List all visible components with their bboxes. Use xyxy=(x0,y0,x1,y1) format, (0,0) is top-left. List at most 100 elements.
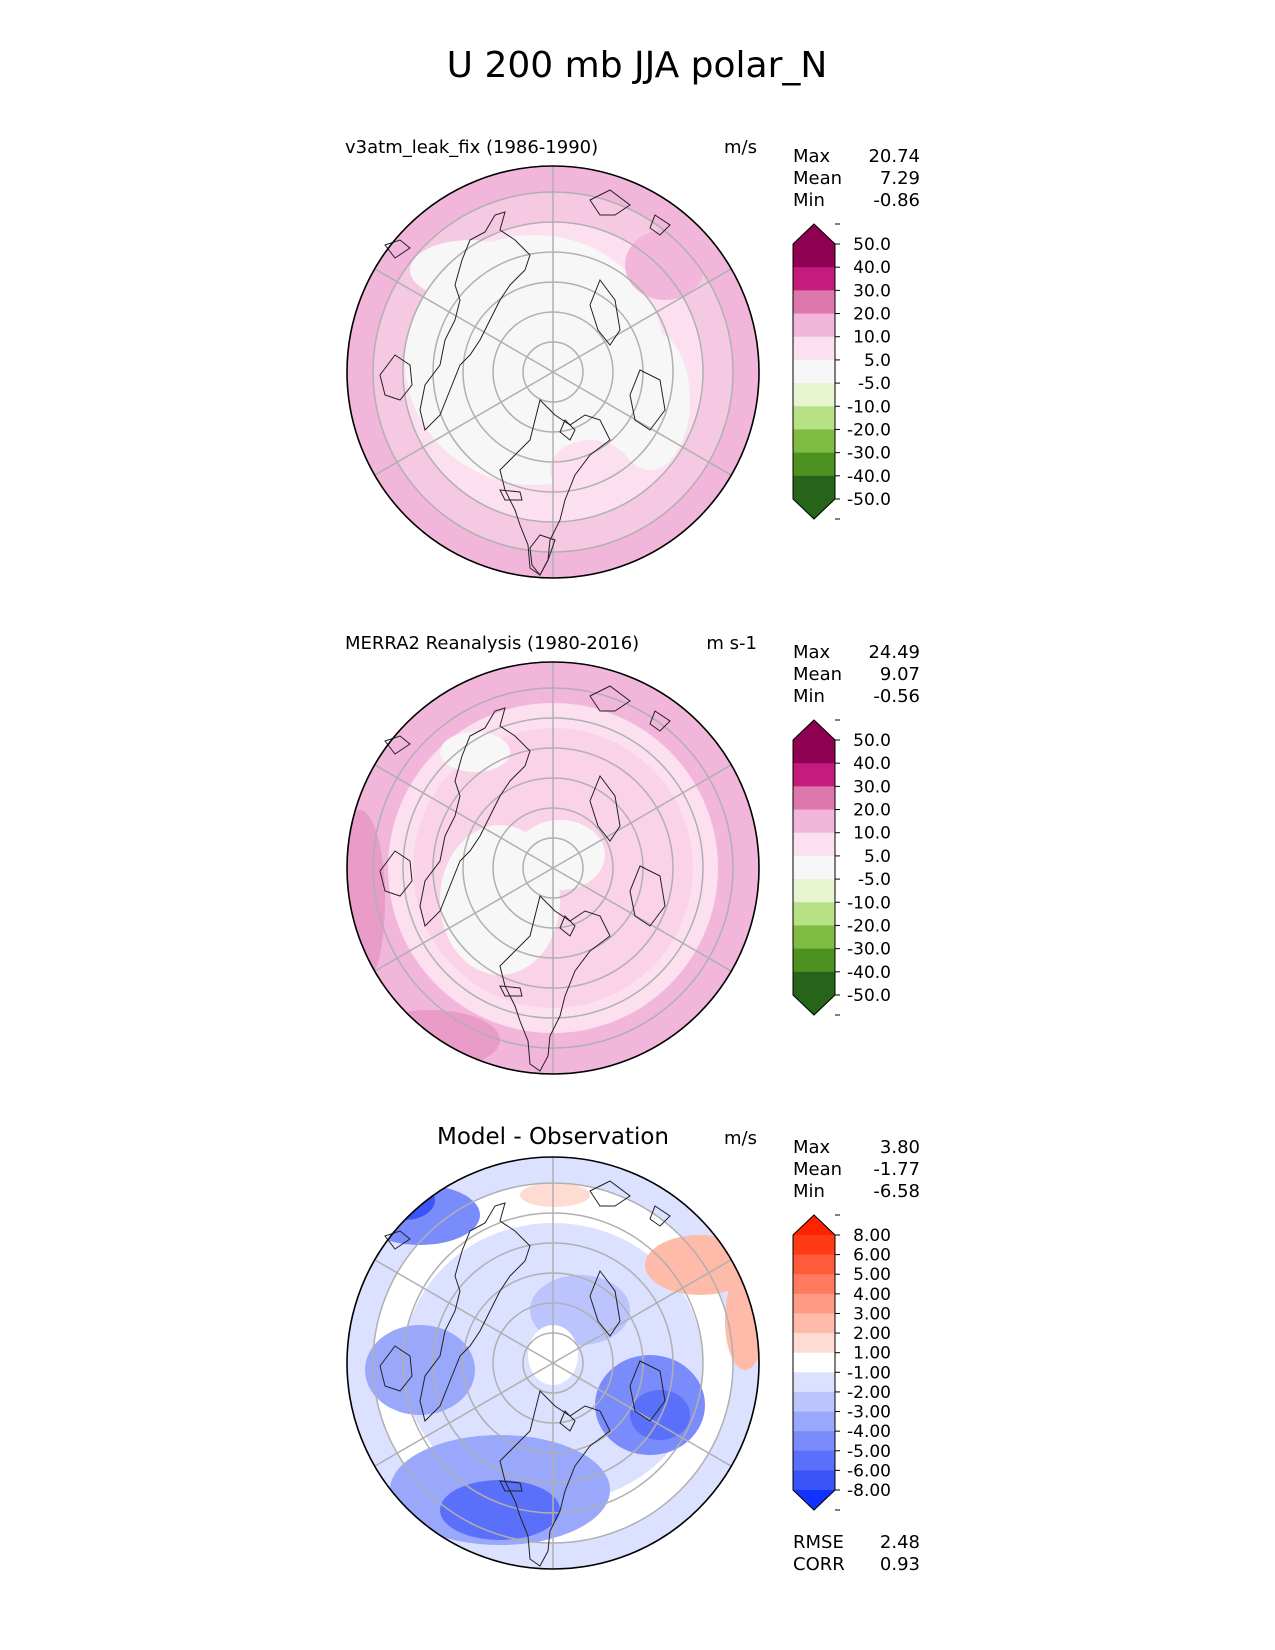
colorbar-segment xyxy=(793,1235,835,1256)
colorbar-extend-top xyxy=(793,720,835,740)
colorbar-tick-label: 8.00 xyxy=(853,1226,891,1246)
colorbar: 50.0 40.0 30.0 20.0 10.0 5.0 -5.0 -10.0 -20.0 -30… xyxy=(792,719,891,1016)
colorbar-tick-label: 6.00 xyxy=(853,1246,891,1266)
field-region-weak xyxy=(610,330,690,470)
stat-corr-value: 0.93 xyxy=(880,1554,920,1575)
stat-max-value: 24.49 xyxy=(868,642,920,663)
colorbar-segment xyxy=(793,971,835,996)
field-region-strong xyxy=(347,810,385,990)
coastlines xyxy=(379,685,671,1072)
stat-min-label: Min xyxy=(793,686,825,707)
panel-units: m s-1 xyxy=(706,633,757,654)
colorbar-tick-label: -20.0 xyxy=(847,916,891,936)
field-region-pos xyxy=(520,1183,590,1207)
polar-map xyxy=(346,661,760,1075)
colorbar-segment xyxy=(793,406,835,430)
colorbar-tick-label: 2.00 xyxy=(853,1324,891,1344)
colorbar-segment xyxy=(793,1411,835,1432)
stat-max-label: Max xyxy=(793,642,831,663)
colorbar-tick-label: 10.0 xyxy=(853,824,891,844)
stat-mean-value: -1.77 xyxy=(873,1159,920,1180)
colorbar-segment xyxy=(793,1293,835,1314)
stats-block: Max 3.80 Mean -1.77 Min -6.58 xyxy=(793,1137,920,1202)
colorbar-tick-label: 20.0 xyxy=(853,305,891,325)
field-region-neg xyxy=(365,1325,475,1415)
colorbar-extend-bottom xyxy=(793,995,835,1015)
colorbar-segment xyxy=(793,267,835,291)
colorbar-segment xyxy=(793,786,835,811)
polar-map xyxy=(346,1156,760,1570)
panel-title: v3atm_leak_fix (1986-1990) xyxy=(345,137,598,158)
stat-min-value: -0.56 xyxy=(873,686,920,707)
colorbar-segment xyxy=(793,879,835,903)
colorbar-segment xyxy=(793,359,835,384)
colorbar-tick-label: 3.00 xyxy=(853,1304,891,1324)
stat-max-value: 3.80 xyxy=(880,1137,920,1158)
field-region-weak xyxy=(440,732,510,772)
coastlines xyxy=(379,1180,671,1567)
stat-rmse-label: RMSE xyxy=(793,1532,844,1553)
stat-min-label: Min xyxy=(793,1181,825,1202)
polar-map xyxy=(346,165,760,579)
colorbar-extend-top xyxy=(793,224,835,244)
field-region-neg xyxy=(440,1480,560,1540)
stat-min-value: -0.86 xyxy=(873,190,920,211)
colorbar-tick-label: -5.0 xyxy=(858,870,891,890)
colorbar-tick-label: -4.00 xyxy=(847,1422,891,1442)
graticule xyxy=(372,662,734,1074)
colorbar-segment xyxy=(793,925,835,950)
colorbar-tick-label: 5.0 xyxy=(864,847,891,867)
colorbar-tick-label: 20.0 xyxy=(853,801,891,821)
colorbar-tick-label: 40.0 xyxy=(853,754,891,774)
colorbar-tick-label: -40.0 xyxy=(847,963,891,983)
colorbar-tick-label: -30.0 xyxy=(847,444,891,464)
colorbar-segment xyxy=(793,832,835,857)
colorbar-tick-label: 30.0 xyxy=(853,281,891,301)
stats-block: Max 24.49 Mean 9.07 Min -0.56 xyxy=(793,642,920,707)
stat-rmse-value: 2.48 xyxy=(880,1532,920,1553)
colorbar-tick-label: 5.00 xyxy=(853,1265,891,1285)
stat-mean-value: 7.29 xyxy=(880,168,920,189)
colorbar-segment xyxy=(793,809,835,834)
extra-stats-block: RMSE 2.48 CORR 0.93 xyxy=(793,1532,920,1575)
map-border xyxy=(346,165,760,579)
colorbar-tick-label: 30.0 xyxy=(853,777,891,797)
colorbar-tick-label: -10.0 xyxy=(847,893,891,913)
colorbar-segment xyxy=(793,1450,835,1471)
colorbar-segment xyxy=(793,452,835,477)
field-region-neg xyxy=(630,1390,690,1440)
colorbar-tick-label: -50.0 xyxy=(847,986,891,1006)
stat-max-label: Max xyxy=(793,146,831,167)
colorbar-segment xyxy=(793,336,835,361)
field-region-moderate xyxy=(550,440,630,500)
colorbar: 50.0 40.0 30.0 20.0 10.0 5.0 -5.0 -10.0 -20.0 -30… xyxy=(792,223,891,520)
colorbar-segment xyxy=(793,902,835,926)
colorbar-tick-label: -1.00 xyxy=(847,1363,891,1383)
colorbar-tick-label: 1.00 xyxy=(853,1344,891,1364)
colorbar-segment xyxy=(793,948,835,973)
colorbar-tick-label: -5.00 xyxy=(847,1442,891,1462)
stat-mean-label: Mean xyxy=(793,664,842,685)
colorbar-tick-label: 50.0 xyxy=(853,235,891,255)
map-border xyxy=(346,661,760,1075)
colorbar-extend-bottom xyxy=(793,499,835,519)
colorbar-tick-label: -5.0 xyxy=(858,374,891,394)
colorbar-tick-label: -30.0 xyxy=(847,940,891,960)
panel-title: MERRA2 Reanalysis (1980-2016) xyxy=(345,633,639,654)
panel-title: Model - Observation xyxy=(437,1124,669,1150)
colorbar-segment xyxy=(793,1431,835,1452)
colorbar-segment xyxy=(793,313,835,338)
colorbar-tick-label: -20.0 xyxy=(847,420,891,440)
panel-observation: MERRA2 Reanalysis (1980-2016) m s-1 xyxy=(345,633,920,1075)
colorbar-tick-label: -10.0 xyxy=(847,397,891,417)
colorbar-tick-label: 10.0 xyxy=(853,328,891,348)
field-region-weak xyxy=(410,240,530,300)
colorbar-segment xyxy=(793,763,835,787)
colorbar-tick-label: 50.0 xyxy=(853,731,891,751)
panel-difference: Model - Observation m/s xyxy=(346,1124,920,1575)
panel-units: m/s xyxy=(724,137,757,158)
colorbar-extend-top xyxy=(793,1215,835,1235)
colorbar: 8.006.005.004.003.002.001.00-1.00-2.00-3… xyxy=(792,1214,891,1511)
figure-title: U 200 mb JJA polar_N xyxy=(447,45,828,86)
